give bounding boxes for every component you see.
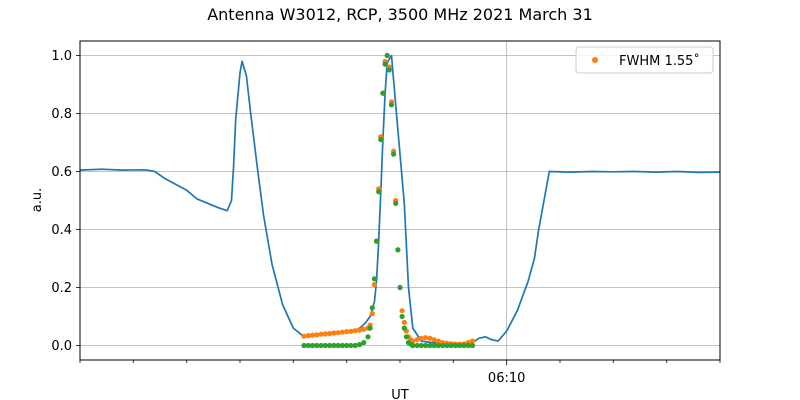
- scatter-point: [393, 200, 399, 206]
- axis-layer: 0.0 0.2 0.4 0.6 0.8 1.0 06:10: [51, 49, 721, 386]
- scatter-point: [465, 342, 471, 349]
- scatter-point: [469, 342, 476, 349]
- scatter-point: [309, 332, 316, 338]
- scatter-point: [401, 319, 407, 325]
- scatter-point: [327, 342, 333, 349]
- scatter-point: [418, 335, 424, 341]
- y-tick-label: 0.6: [51, 165, 72, 180]
- scatter-point: [314, 332, 320, 338]
- scatter-point: [401, 325, 407, 331]
- scatter-point: [391, 151, 397, 157]
- scatter-point: [339, 329, 345, 335]
- scatter-point: [382, 61, 388, 67]
- scatter-point: [423, 335, 429, 341]
- scatter-point: [469, 338, 476, 344]
- scatter-point: [399, 308, 405, 314]
- scatter-point: [403, 334, 409, 340]
- scatter-point: [309, 342, 316, 349]
- scatter-point: [361, 340, 367, 346]
- scatter-point: [314, 342, 320, 349]
- scatter-point: [399, 313, 405, 320]
- scatter-point: [352, 328, 358, 334]
- chart-title: Antenna W3012, RCP, 3500 MHz 2021 March …: [207, 5, 593, 24]
- scatter-point: [361, 326, 367, 332]
- scatter-point: [378, 137, 384, 143]
- scatter-point: [371, 276, 377, 282]
- x-axis-title: UT: [391, 388, 409, 400]
- scatter-point: [461, 342, 467, 349]
- scatter-point: [339, 342, 345, 349]
- scatter-point: [457, 342, 463, 349]
- scatter-point: [431, 337, 437, 343]
- scatter-point: [388, 102, 395, 108]
- scatter-point: [356, 342, 363, 348]
- y-axis-title: a.u.: [30, 188, 45, 212]
- scatter-point: [386, 67, 392, 73]
- scatter-point: [414, 342, 420, 349]
- scatter-point: [367, 325, 373, 331]
- legend: FWHM 1.55˚: [575, 46, 714, 74]
- scatter-point: [327, 331, 333, 337]
- scatter-point: [318, 342, 324, 349]
- y-tick-label: 0.0: [51, 339, 72, 354]
- scatter-point: [352, 342, 358, 349]
- x-tick-label: 06:10: [488, 371, 525, 386]
- scatter-point: [414, 337, 420, 343]
- series-layer: [79, 52, 721, 349]
- scatter-point: [318, 331, 324, 337]
- scatter-point: [380, 90, 386, 96]
- scatter-point: [365, 334, 371, 340]
- series-scatter-2: [301, 52, 476, 349]
- scatter-point: [335, 342, 341, 349]
- scatter-point: [369, 305, 375, 311]
- scatter-point: [331, 342, 337, 349]
- legend-marker-fwhm: [592, 57, 598, 63]
- scatter-point: [373, 238, 380, 244]
- scatter-point: [348, 342, 354, 349]
- scatter-point: [348, 328, 354, 334]
- scatter-point: [444, 342, 450, 349]
- scatter-point: [435, 342, 441, 349]
- scatter-point: [369, 311, 375, 317]
- scatter-point: [301, 333, 307, 339]
- scatter-point: [335, 330, 341, 336]
- y-tick-label: 0.2: [51, 281, 72, 296]
- scatter-point: [395, 247, 401, 253]
- scatter-point: [431, 342, 437, 349]
- y-tick-label: 1.0: [51, 49, 72, 64]
- scatter-point: [322, 331, 328, 337]
- scatter-point: [440, 342, 446, 349]
- scatter-point: [301, 342, 307, 349]
- scatter-point: [376, 189, 382, 195]
- scatter-point: [452, 342, 459, 349]
- scatter-point: [427, 335, 433, 341]
- scatter-point: [322, 342, 328, 349]
- scatter-point: [448, 342, 454, 349]
- series-line-0: [79, 54, 721, 345]
- y-tick-label: 0.4: [51, 223, 72, 238]
- scatter-point: [418, 342, 424, 349]
- scatter-point: [305, 342, 311, 349]
- legend-label-fwhm: FWHM 1.55˚: [619, 53, 700, 69]
- scatter-point: [331, 330, 337, 336]
- scatter-point: [344, 329, 350, 335]
- scatter-point: [371, 282, 377, 288]
- scatter-point: [410, 342, 416, 349]
- y-tick-label: 0.8: [51, 107, 72, 122]
- scatter-point: [435, 338, 441, 344]
- scatter-point: [356, 327, 363, 333]
- scatter-point: [305, 333, 311, 339]
- scatter-point: [384, 52, 390, 59]
- scatter-point: [397, 284, 403, 291]
- legend-box: [575, 46, 714, 74]
- scatter-point: [423, 342, 429, 349]
- scatter-point: [427, 342, 433, 349]
- scatter-point: [344, 342, 350, 349]
